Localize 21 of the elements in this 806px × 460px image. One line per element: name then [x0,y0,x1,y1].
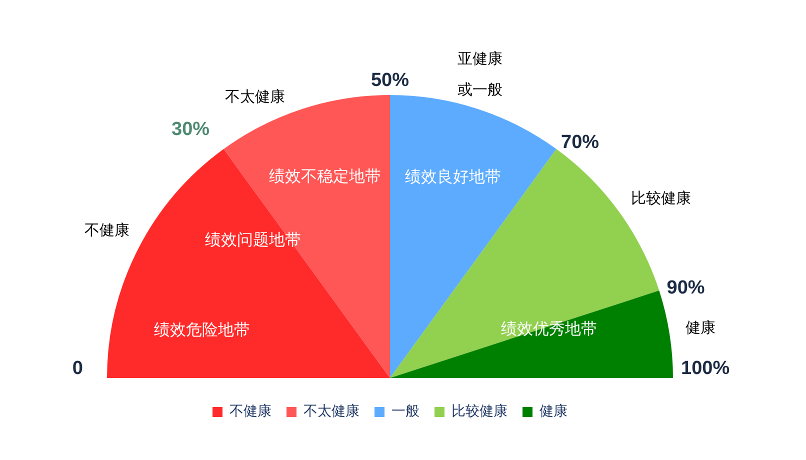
text: 或一般 [457,80,502,98]
legend-label: 不太健康 [304,404,360,420]
text: 100% [681,358,730,380]
text: 绩效良好地带 [405,166,502,186]
text: 绩效问题地带 [204,230,301,250]
text: 亚健康 [457,49,502,68]
text: 不健康 [84,221,130,240]
text: 0 [72,358,83,380]
text: 比较健康 [631,189,692,208]
text: 绩效不稳定地带 [268,166,381,186]
text: 70% [561,132,600,153]
legend-label: 一般 [392,404,420,420]
text: 绩效危险地带 [154,320,250,340]
text: 不太健康 [225,87,285,106]
legend-label: 不健康 [230,404,272,420]
legend-label: 健康 [540,404,568,420]
text: 90% [666,277,705,298]
text: 健康 [685,318,716,337]
legend-label: 比较健康 [452,404,508,420]
text: 50% [370,70,410,92]
text: 30% [172,118,210,140]
